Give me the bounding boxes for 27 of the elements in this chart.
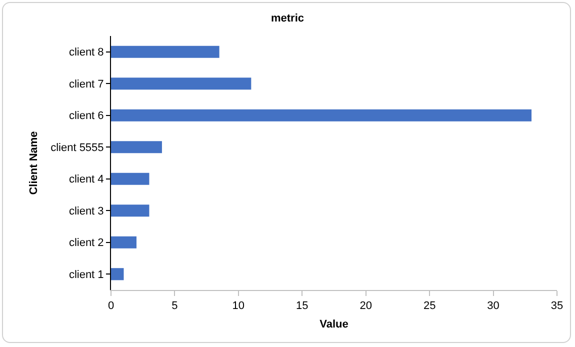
y-axis-title: Client Name [28,131,40,195]
y-tick-label: client 7 [68,78,104,90]
bar [111,172,150,185]
y-tick-label: client 8 [68,46,104,59]
y-tick-label: client 1 [68,268,104,281]
x-tick-label: 30 [487,300,500,312]
x-axis-title: Value [320,318,348,330]
x-tick-label: 5 [172,300,178,312]
chart-title: metric [270,12,304,25]
bar [111,46,220,58]
y-tick-label: client 4 [68,174,104,186]
bar [111,268,124,280]
bar [111,78,252,90]
x-tick-label: 10 [232,300,245,312]
bar [111,204,150,217]
bar [111,236,136,248]
bar [111,109,532,122]
bar [111,141,162,154]
x-tick-label: 20 [360,300,372,312]
x-tick-label: 25 [423,300,436,312]
y-tick-label: client 6 [68,110,104,122]
y-tick-label: client 2 [68,237,104,250]
x-tick-label: 0 [108,300,114,312]
y-tick-label: client 5555 [50,142,104,154]
x-tick-label: 35 [550,300,564,312]
y-tick-label: client 3 [68,205,104,218]
x-tick-label: 15 [296,300,308,312]
